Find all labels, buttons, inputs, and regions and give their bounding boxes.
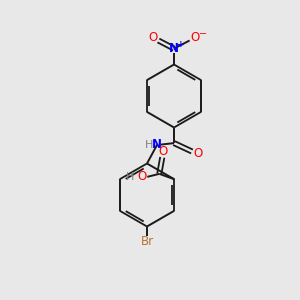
Text: H: H [126, 172, 134, 182]
Text: O: O [159, 146, 168, 158]
Text: O: O [138, 170, 147, 183]
Text: O: O [148, 31, 158, 44]
Text: N: N [169, 42, 179, 55]
Text: Br: Br [140, 235, 154, 248]
Text: +: + [177, 40, 184, 49]
Text: H: H [145, 140, 153, 150]
Text: −: − [199, 29, 207, 39]
Text: O: O [190, 31, 199, 44]
Text: O: O [194, 147, 202, 161]
Text: N: N [152, 138, 162, 151]
